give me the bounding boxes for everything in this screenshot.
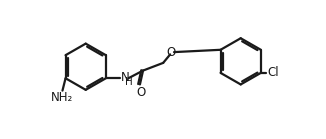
Text: O: O (136, 86, 145, 99)
Text: N: N (121, 71, 129, 84)
Text: Cl: Cl (267, 66, 279, 79)
Text: O: O (166, 46, 176, 59)
Text: H: H (125, 77, 133, 87)
Text: NH₂: NH₂ (51, 91, 73, 104)
